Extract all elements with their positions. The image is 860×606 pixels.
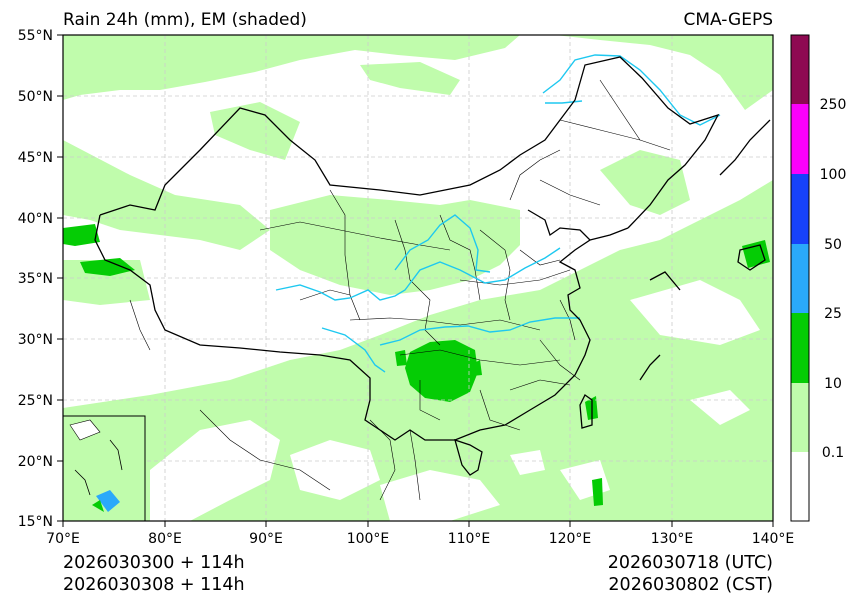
colorbar-bin-2 bbox=[791, 313, 809, 383]
no-rain-areas bbox=[150, 280, 760, 521]
lat-tick-35: 35°N bbox=[18, 271, 53, 287]
lat-tick-30: 30°N bbox=[18, 332, 53, 348]
lon-tick-110: 110°E bbox=[448, 531, 491, 547]
colorbar-bin-0 bbox=[791, 452, 809, 521]
valid-time-cst: 2026030802 (CST) bbox=[608, 575, 773, 595]
lon-tick-120: 120°E bbox=[549, 531, 592, 547]
colorbar-bin-5 bbox=[791, 104, 809, 174]
colorbar-label-250: 250 bbox=[820, 97, 847, 113]
lat-tick-55: 55°N bbox=[18, 28, 53, 44]
colorbar-bin-1 bbox=[791, 383, 809, 452]
lon-tick-140: 140°E bbox=[752, 531, 795, 547]
moderate-rain-shading bbox=[63, 224, 770, 506]
model-name: CMA-GEPS bbox=[683, 10, 773, 30]
colorbar-bin-6 bbox=[791, 35, 809, 104]
lat-tick-40: 40°N bbox=[18, 211, 53, 227]
lat-tick-45: 45°N bbox=[18, 150, 53, 166]
lat-tick-50: 50°N bbox=[18, 89, 53, 105]
map-content bbox=[63, 35, 773, 521]
lon-tick-130: 130°E bbox=[651, 531, 694, 547]
lon-tick-70: 70°E bbox=[46, 531, 80, 547]
colorbar-label-50: 50 bbox=[824, 237, 842, 253]
colorbar-label-100: 100 bbox=[820, 167, 847, 183]
lat-tick-20: 20°N bbox=[18, 454, 53, 470]
longitude-axis: 70°E 80°E 90°E 100°E 110°E 120°E 130°E 1… bbox=[46, 521, 794, 547]
province-borders bbox=[129, 79, 671, 501]
lon-tick-80: 80°E bbox=[148, 531, 182, 547]
lat-tick-25: 25°N bbox=[18, 393, 53, 409]
valid-time-utc: 2026030718 (UTC) bbox=[608, 553, 773, 573]
init-time-cst: 2026030308 + 114h bbox=[63, 575, 245, 595]
colorbar-label-0.1: 0.1 bbox=[822, 445, 844, 461]
lon-tick-100: 100°E bbox=[347, 531, 390, 547]
colorbar: 0.1 10 25 50 100 250 bbox=[790, 34, 847, 522]
init-time-utc: 2026030300 + 114h bbox=[63, 553, 245, 573]
south-china-sea-inset bbox=[63, 415, 146, 521]
rivers bbox=[275, 54, 721, 373]
colorbar-frame bbox=[790, 34, 810, 522]
colorbar-label-10: 10 bbox=[824, 376, 842, 392]
map-title: Rain 24h (mm), EM (shaded) bbox=[63, 10, 307, 30]
lat-tick-15: 15°N bbox=[18, 514, 53, 530]
latitude-axis: 55°N 50°N 45°N 40°N 35°N 30°N 25°N 20°N … bbox=[18, 28, 63, 530]
country-borders bbox=[94, 56, 771, 476]
colorbar-bin-4 bbox=[791, 174, 809, 244]
colorbar-bin-3 bbox=[791, 244, 809, 313]
lon-tick-90: 90°E bbox=[249, 531, 283, 547]
colorbar-label-25: 25 bbox=[824, 306, 842, 322]
